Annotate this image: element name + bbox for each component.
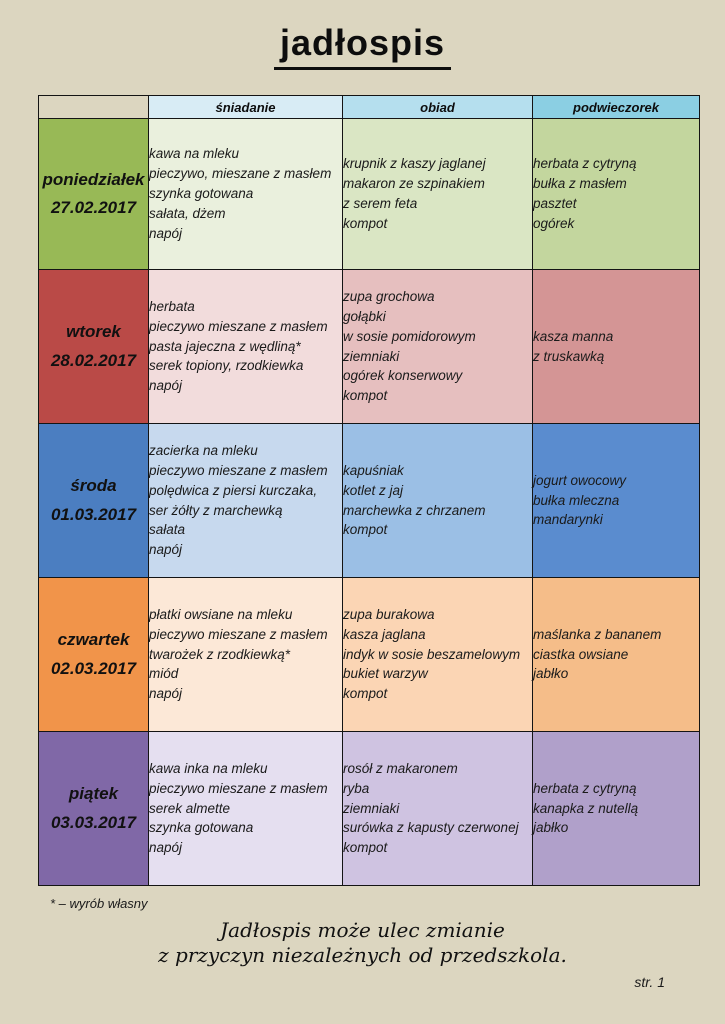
day-name: wtorek (66, 322, 121, 342)
table-row-monday: poniedziałek 27.02.2017 kawa na mleku pi… (38, 118, 700, 270)
column-header-sniadanie: śniadanie (148, 95, 343, 119)
column-header-obiad: obiad (342, 95, 533, 119)
snack-cell: kasza manna z truskawką (532, 269, 700, 424)
day-name: piątek (68, 784, 119, 804)
snack-cell: herbata z cytryną kanapka z nutellą jabł… (532, 731, 700, 886)
lunch-cell: zupa burakowa kasza jaglana indyk w sosi… (342, 577, 533, 732)
header-row: śniadanie obiad podwieczorek (38, 95, 700, 119)
footnote-own-product: * – wyrób własny (50, 896, 148, 911)
day-name: czwartek (57, 630, 130, 650)
table-row-wednesday: środa 01.03.2017 zacierka na mleku piecz… (38, 423, 700, 578)
day-date: 02.03.2017 (50, 658, 137, 678)
change-notice-line1: Jadłospis może ulec zmianie (220, 918, 505, 942)
column-header-podwieczorek: podwieczorek (532, 95, 700, 119)
breakfast-cell: kawa inka na mleku pieczywo mieszane z m… (148, 731, 343, 886)
breakfast-cell: zacierka na mleku pieczywo mieszane z ma… (148, 423, 343, 578)
day-date: 28.02.2017 (50, 350, 137, 370)
day-cell: piątek 03.03.2017 (38, 731, 149, 886)
lunch-cell: kapuśniak kotlet z jaj marchewka z chrza… (342, 423, 533, 578)
page-number: str. 1 (634, 974, 665, 990)
day-date: 27.02.2017 (50, 198, 137, 217)
menu-table: śniadanie obiad podwieczorek poniedziałe… (38, 95, 700, 886)
snack-cell: herbata z cytryną bułka z masłem pasztet… (532, 118, 700, 270)
table-row-thursday: czwartek 02.03.2017 płatki owsiane na ml… (38, 577, 700, 732)
lunch-cell: krupnik z kaszy jaglanej makaron ze szpi… (342, 118, 533, 270)
day-cell: poniedziałek 27.02.2017 (38, 118, 149, 270)
change-notice: Jadłospis może ulec zmianie z przyczyn n… (0, 918, 725, 968)
day-date: 01.03.2017 (50, 504, 137, 524)
corner-empty-cell (38, 95, 149, 119)
snack-cell: maślanka z bananem ciastka owsiane jabłk… (532, 577, 700, 732)
page-title-text: jadłospis (273, 22, 452, 70)
lunch-cell: zupa grochowa gołąbki w sosie pomidorowy… (342, 269, 533, 424)
lunch-cell: rosół z makaronem ryba ziemniaki surówka… (342, 731, 533, 886)
snack-cell: jogurt owocowy bułka mleczna mandarynki (532, 423, 700, 578)
change-notice-line2: z przyczyn niezależnych od przedszkola. (158, 943, 567, 967)
day-date: 03.03.2017 (50, 812, 137, 832)
breakfast-cell: herbata pieczywo mieszane z masłem pasta… (148, 269, 343, 424)
table-row-tuesday: wtorek 28.02.2017 herbata pieczywo miesz… (38, 269, 700, 424)
breakfast-cell: płatki owsiane na mleku pieczywo mieszan… (148, 577, 343, 732)
page-title: jadłospis (0, 22, 725, 70)
table-row-friday: piątek 03.03.2017 kawa inka na mleku pie… (38, 731, 700, 886)
breakfast-cell: kawa na mleku pieczywo, mieszane z masłe… (148, 118, 343, 270)
day-cell: wtorek 28.02.2017 (38, 269, 149, 424)
day-cell: środa 01.03.2017 (38, 423, 149, 578)
day-cell: czwartek 02.03.2017 (38, 577, 149, 732)
day-name: poniedziałek (42, 169, 145, 189)
day-name: środa (70, 476, 117, 496)
